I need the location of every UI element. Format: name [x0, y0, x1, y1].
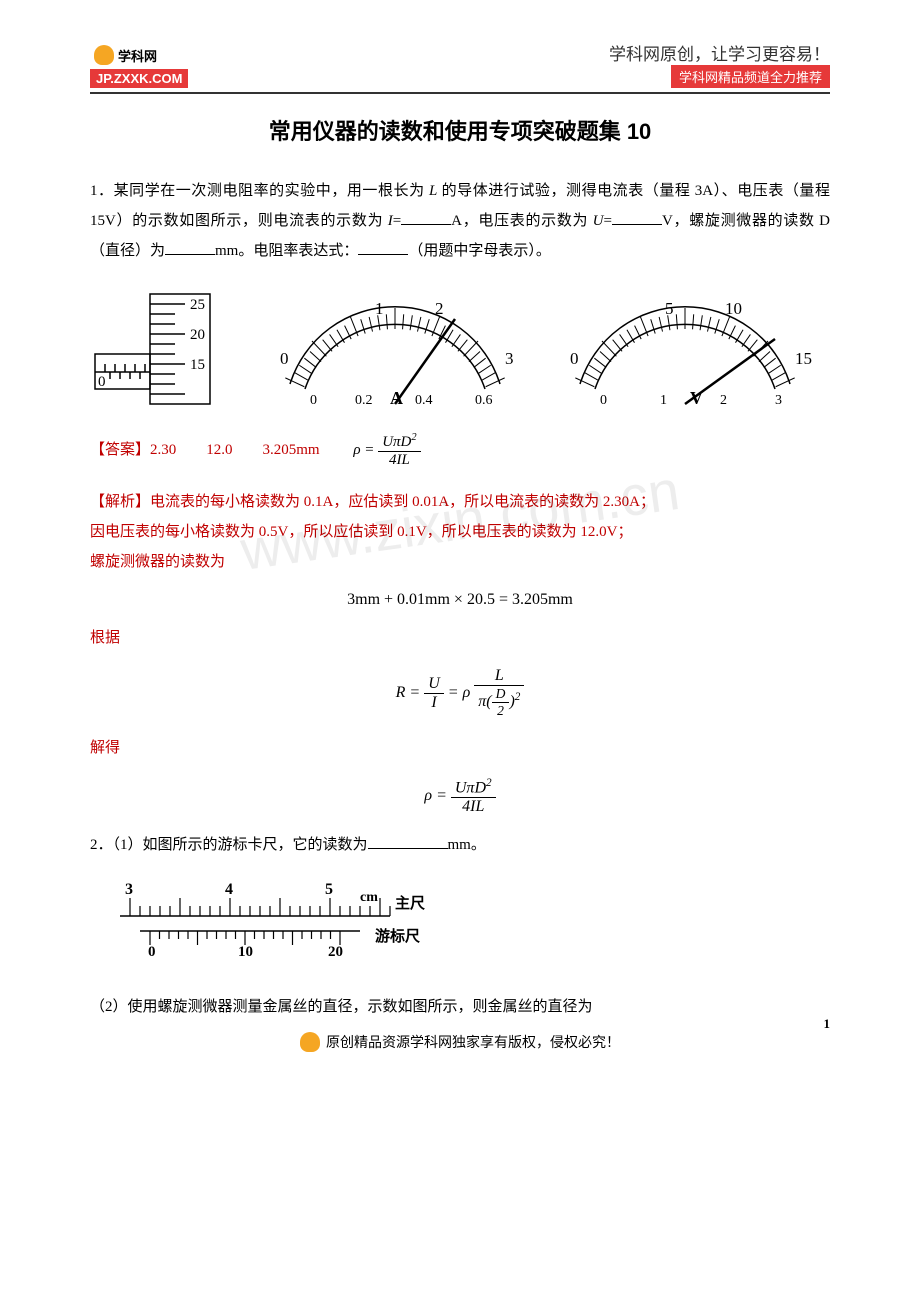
q1-U: U: [593, 213, 604, 229]
svg-text:0: 0: [280, 349, 289, 368]
answer-label: 【答案】: [90, 442, 150, 458]
ammeter-diagram: 1 2 0 3 0 0.2 0.4 0.6 A: [260, 289, 530, 409]
explain-3: 螺旋测微器的读数为: [90, 547, 830, 577]
svg-text:5: 5: [665, 299, 674, 318]
q1-a: 1．某同学在一次测电阻率的实验中，用一根长为: [90, 183, 429, 199]
slogan-top: 学科网原创，让学习更容易！: [609, 40, 830, 65]
svg-text:2: 2: [720, 393, 727, 408]
svg-text:3: 3: [505, 349, 514, 368]
svg-text:0: 0: [570, 349, 579, 368]
svg-text:主尺: 主尺: [395, 894, 425, 912]
q1-I: I: [388, 213, 393, 229]
blank-caliper: [368, 834, 448, 849]
page-number: 1: [824, 1016, 831, 1032]
footer-owl-icon: [300, 1032, 320, 1052]
voltmeter-diagram: 5 10 0 15 0 1 2 3 V: [550, 289, 820, 409]
jiede: 解得: [90, 733, 830, 763]
q2-unit1: mm。: [448, 837, 486, 853]
svg-text:0: 0: [600, 393, 607, 408]
svg-text:1: 1: [375, 299, 384, 318]
q2-part2: （2）使用螺旋测微器测量金属丝的直径，示数如图所示，则金属丝的直径为: [90, 992, 830, 1022]
answer-values: 2.30 12.0 3.205mm: [150, 442, 320, 458]
svg-text:15: 15: [795, 349, 812, 368]
svg-text:10: 10: [238, 944, 253, 960]
svg-text:3: 3: [775, 393, 782, 408]
explain-2: 因电压表的每小格读数为 0.5V，所以应估读到 0.1V，所以电压表的读数为 1…: [90, 517, 830, 547]
figures-row: 25 20 15 0 1 2 0 3 0 0.2 0.4 0.6 A: [90, 284, 830, 414]
q2-part1: 2．（1）如图所示的游标卡尺，它的读数为 mm。: [90, 830, 830, 860]
blank-d: [165, 240, 215, 255]
header-right: 学科网原创，让学习更容易！ 学科网精品频道全力推荐: [609, 40, 830, 88]
formula-rho-final: ρ = UπD24IL: [90, 777, 830, 816]
svg-text:15: 15: [190, 357, 205, 373]
blank-u: [612, 210, 662, 225]
answer-line: 【答案】2.30 12.0 3.205mm ρ = UπD24IL: [90, 432, 830, 469]
svg-text:0.2: 0.2: [355, 393, 373, 408]
svg-text:游标尺: 游标尺: [375, 927, 420, 945]
svg-text:0: 0: [310, 393, 317, 408]
svg-text:A: A: [390, 388, 403, 408]
svg-text:20: 20: [328, 944, 343, 960]
formula-R: R = UI = ρ L π(D2)2: [90, 667, 830, 719]
logo-badge: 学科网: [90, 43, 188, 67]
genju: 根据: [90, 623, 830, 653]
footer-text: 原创精品资源学科网独家享有版权，侵权必究！: [326, 1032, 620, 1052]
q1-f: （用题中字母表示）。: [408, 243, 551, 259]
svg-text:5: 5: [325, 881, 333, 898]
explain-label: 【解析】: [90, 494, 150, 510]
page-header: 学科网 JP.ZXXK.COM 学科网原创，让学习更容易！ 学科网精品频道全力推…: [90, 40, 830, 94]
calc-formula: 3mm + 0.01mm × 20.5 = 3.205mm: [90, 591, 830, 609]
q1-e: mm。电阻率表达式：: [215, 243, 358, 259]
caliper-diagram: 3 4 5 cm 主尺 0 10 20 游标尺: [110, 876, 450, 971]
svg-text:4: 4: [225, 881, 233, 898]
rho-formula: ρ = UπD24IL: [353, 442, 420, 458]
q1-c: A，电压表的示数为: [451, 213, 593, 229]
slogan-bottom: 学科网精品频道全力推荐: [671, 65, 830, 88]
svg-text:0: 0: [98, 374, 106, 390]
micrometer-diagram: 25 20 15 0: [90, 284, 240, 414]
svg-text:20: 20: [190, 327, 205, 343]
svg-text:0: 0: [148, 944, 156, 960]
svg-text:0.6: 0.6: [475, 393, 493, 408]
svg-text:1: 1: [660, 393, 667, 408]
blank-i: [401, 210, 451, 225]
owl-icon: [94, 45, 114, 65]
svg-text:cm: cm: [360, 890, 378, 905]
svg-text:0.4: 0.4: [415, 393, 433, 408]
svg-text:2: 2: [435, 299, 444, 318]
q1-text: 1．某同学在一次测电阻率的实验中，用一根长为 L 的导体进行试验，测得电流表（量…: [90, 176, 830, 266]
svg-text:25: 25: [190, 297, 205, 313]
page-footer: 原创精品资源学科网独家享有版权，侵权必究！ 1: [90, 1032, 830, 1052]
logo-text: 学科网: [118, 46, 157, 65]
blank-rho: [358, 240, 408, 255]
svg-text:3: 3: [125, 881, 133, 898]
svg-text:10: 10: [725, 299, 742, 318]
logo-url: JP.ZXXK.COM: [90, 69, 188, 88]
q2-p1-text: 2．（1）如图所示的游标卡尺，它的读数为: [90, 837, 368, 853]
explain-1: 【解析】电流表的每小格读数为 0.1A，应估读到 0.01A，所以电流表的读数为…: [90, 487, 830, 517]
explain-t1: 电流表的每小格读数为 0.1A，应估读到 0.01A，所以电流表的读数为 2.3…: [150, 494, 655, 510]
header-logo: 学科网 JP.ZXXK.COM: [90, 43, 188, 88]
page-title: 常用仪器的读数和使用专项突破题集 10: [90, 114, 830, 146]
